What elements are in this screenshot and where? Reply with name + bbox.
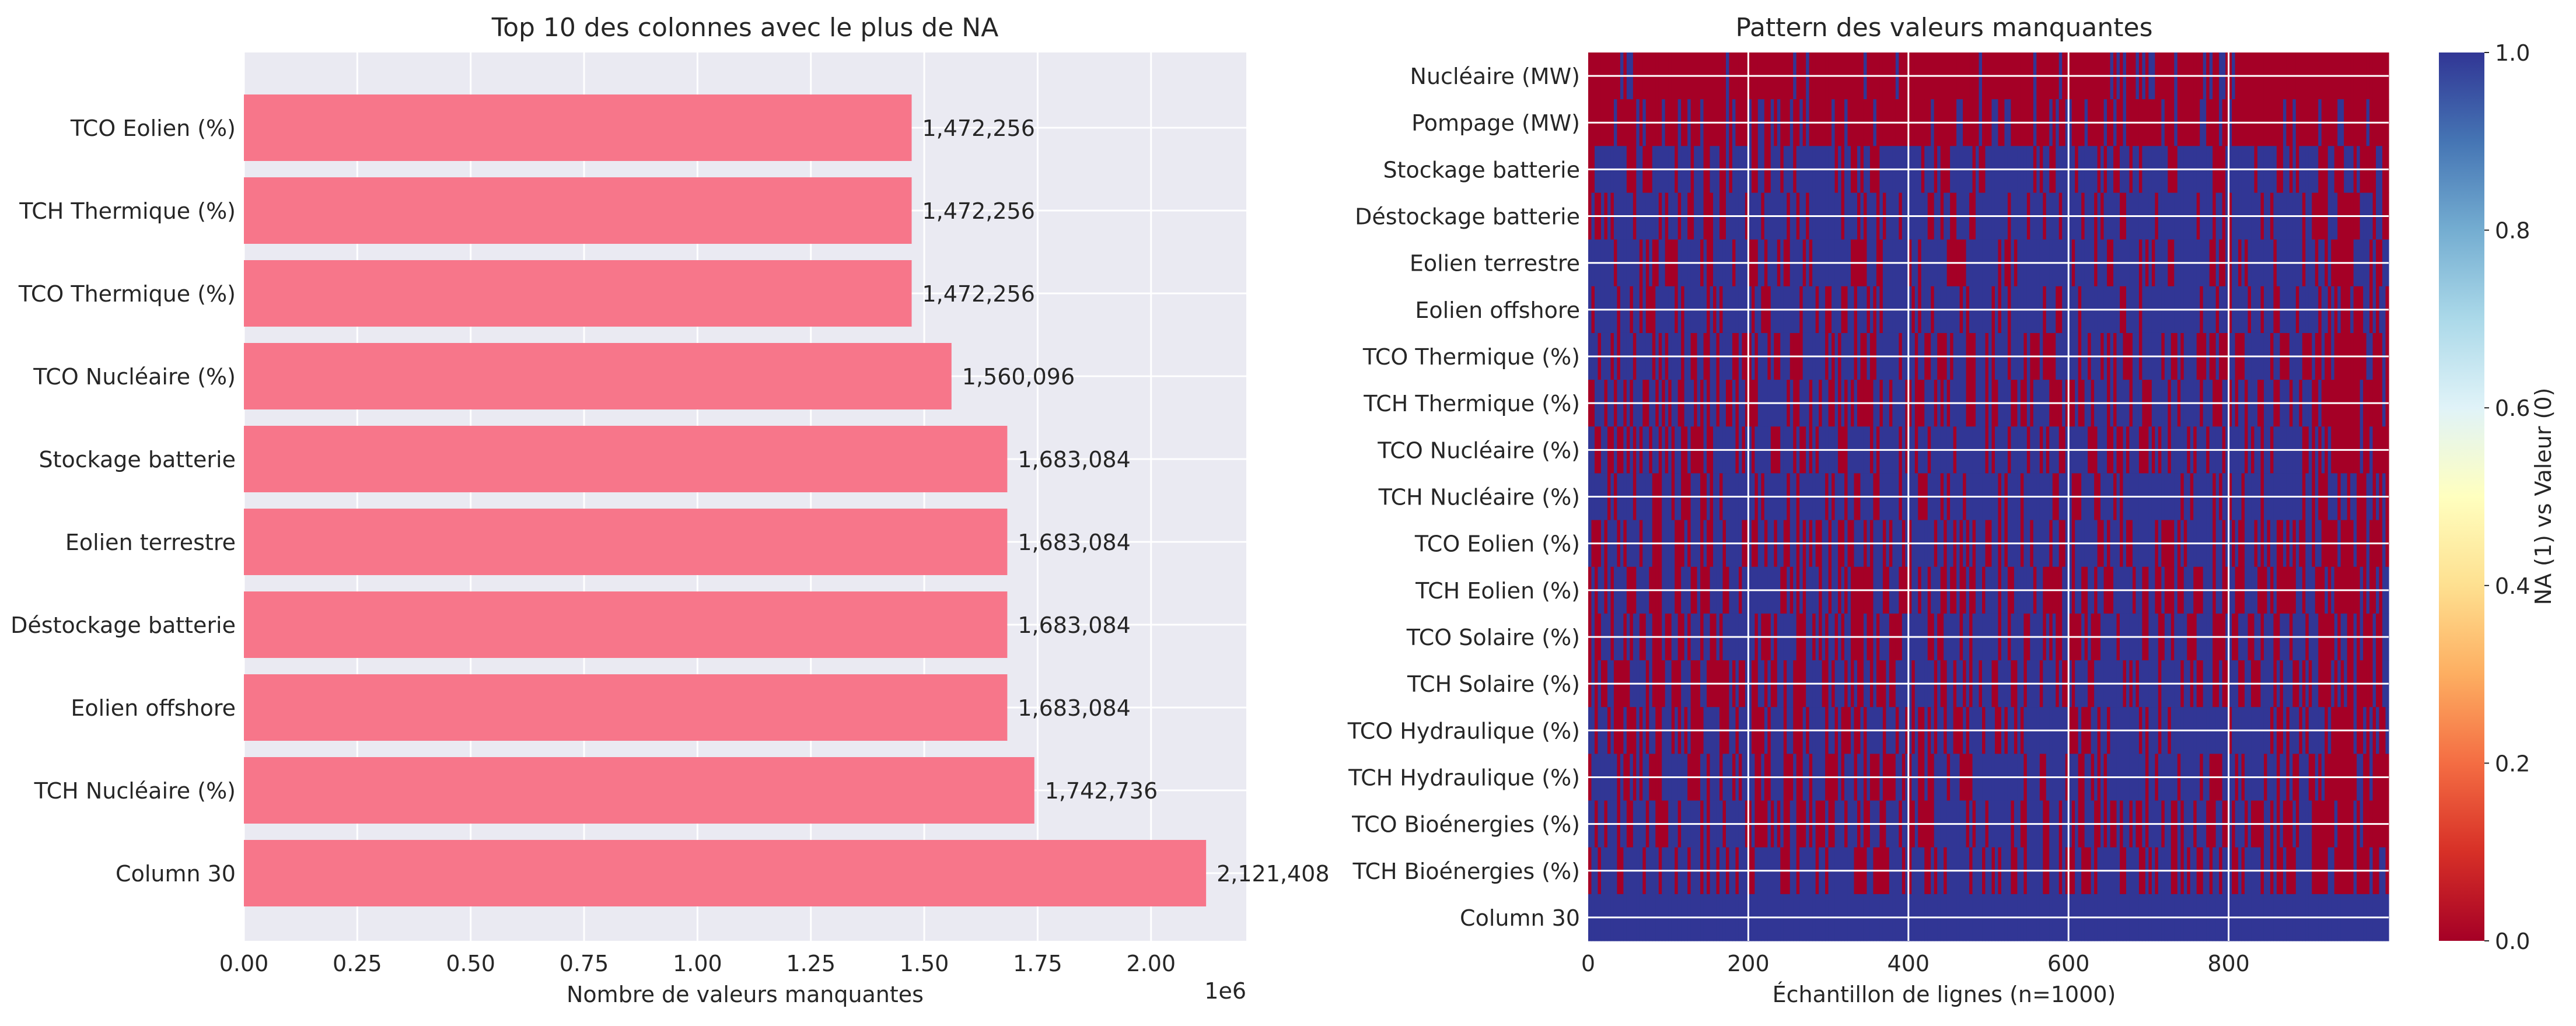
bar-x-tick-label: 0.25 [333,951,382,976]
colorbar-gradient [2439,52,2484,941]
heatmap-row-label: TCH Bioénergies (%) [1352,859,1580,884]
bar-value-label: 1,683,084 [1018,612,1130,638]
bar-category-label: Eolien terrestre [65,530,236,555]
heatmap-row-label: Column 30 [1460,905,1580,931]
bar-chart: 1,472,256 1,472,256 1,472,256 1,560,096 1,68… [11,13,1329,1007]
bar [244,840,1207,906]
heatmap-x-tick-label: 800 [2207,951,2250,976]
heatmap-row-label: Stockage batterie [1383,157,1580,183]
heatmap-x-tick-labels: 0 200 400 600 800 [1581,951,2250,976]
bar-category-label: TCO Eolien (%) [70,115,236,141]
bar-category-label: Eolien offshore [71,695,236,721]
colorbar-tick-label: 0.0 [2495,929,2530,954]
heatmap-row-labels: Nucléaire (MW) Pompage (MW) Stockage batte… [1347,64,1580,931]
bar-chart-bars [244,94,1207,906]
bar-chart-x-tick-labels: 0.00 0.25 0.50 0.75 1.00 1.25 1.50 1.75 2.00 [219,951,1176,976]
heatmap-x-tick-label: 200 [1727,951,1770,976]
bar-category-label: Stockage batterie [39,447,236,472]
bar-chart-category-labels: TCO Eolien (%) TCH Thermique (%) TCO Therm… [11,115,236,887]
bar [244,177,912,244]
bar-x-tick-label: 0.75 [560,951,609,976]
heatmap-row-label: Eolien terrestre [1410,251,1580,276]
bar-value-label: 1,683,084 [1018,695,1130,721]
bar-x-tick-label: 0.50 [446,951,495,976]
heatmap-row-label: TCO Eolien (%) [1414,531,1580,557]
bar-x-tick-label: 2.00 [1126,951,1176,976]
heatmap-title: Pattern des valeurs manquantes [1736,13,2153,43]
heatmap-row-label: TCO Bioénergies (%) [1351,812,1580,838]
bar-value-label: 1,472,256 [922,115,1034,141]
heatmap-row-label: TCO Nucléaire (%) [1377,437,1580,463]
bar [244,509,1008,575]
bar-category-label: TCO Nucléaire (%) [33,364,236,390]
bar-x-tick-label: 1.75 [1013,951,1062,976]
colorbar-tick-label: 1.0 [2495,40,2530,66]
heatmap-chart: Nucléaire (MW) Pompage (MW) Stockage batte… [1347,13,2389,1007]
heatmap-x-tick-label: 600 [2047,951,2090,976]
colorbar-label: NA (1) vs Valeur (0) [2530,388,2556,605]
heatmap-row-label: Pompage (MW) [1411,110,1580,136]
heatmap-row-label: TCO Thermique (%) [1362,344,1580,370]
bar-x-tick-label: 0.00 [219,951,269,976]
bar-category-label: Déstockage batterie [11,612,236,638]
heatmap-row-label: Nucléaire (MW) [1410,64,1580,89]
bar-value-label: 1,472,256 [922,281,1034,307]
bar-category-label: Column 30 [116,861,236,887]
heatmap-x-tick-label: 400 [1888,951,1930,976]
bar-value-label: 1,742,736 [1045,778,1158,804]
bar [244,591,1008,658]
bar-chart-title: Top 10 des colonnes avec le plus de NA [491,13,999,43]
bar-x-tick-label: 1.50 [900,951,949,976]
bar-value-label: 1,560,096 [962,364,1075,390]
bar [244,343,952,409]
colorbar-tick-label: 0.4 [2495,573,2530,599]
heatmap-row-label: TCH Solaire (%) [1407,671,1580,697]
colorbar: 0.0 0.2 0.4 0.6 0.8 1.0 NA (1) vs Valeur (0) [2439,40,2556,954]
colorbar-tick-labels: 0.0 0.2 0.4 0.6 0.8 1.0 [2484,40,2530,954]
colorbar-tick-label: 0.2 [2495,751,2530,776]
bar-x-tick-label: 1.25 [786,951,836,976]
heatmap-x-axis-label: Échantillon de lignes (n=1000) [1773,982,2116,1007]
bar-chart-value-labels: 1,472,256 1,472,256 1,472,256 1,560,096 1,68… [922,115,1329,887]
heatmap-x-tick-label: 0 [1581,951,1595,976]
heatmap-row-label: Eolien offshore [1415,297,1580,323]
heatmap-row-label: TCO Hydraulique (%) [1347,718,1580,744]
bar-value-label: 2,121,408 [1217,861,1329,887]
heatmap-grid [1588,52,2389,941]
bar-x-tick-label: 1.00 [673,951,722,976]
bar [244,757,1034,824]
heatmap-row-label: TCH Hydraulique (%) [1348,765,1580,790]
heatmap-row-label: TCO Solaire (%) [1406,625,1580,650]
bar [244,260,912,327]
colorbar-tick-label: 0.8 [2495,218,2530,244]
bar-value-label: 1,683,084 [1018,447,1130,472]
heatmap-row-label: Déstockage batterie [1355,204,1580,230]
heatmap-row-label: TCH Nucléaire (%) [1378,485,1580,510]
bar-value-label: 1,472,256 [922,198,1034,224]
colorbar-tick-label: 0.6 [2495,395,2530,421]
bar-chart-x-offset-label: 1e6 [1204,978,1246,1004]
bar-chart-x-axis-label: Nombre de valeurs manquantes [567,982,924,1007]
bar [244,426,1008,492]
bar [244,94,912,161]
heatmap-row-label: TCH Thermique (%) [1363,391,1580,416]
bar-category-label: TCH Nucléaire (%) [34,778,236,804]
bar-value-label: 1,683,084 [1018,530,1130,555]
bar-category-label: TCH Thermique (%) [19,198,236,224]
bar-category-label: TCO Thermique (%) [18,281,236,307]
heatmap-row-label: TCH Eolien (%) [1415,578,1580,604]
bar [244,674,1008,741]
